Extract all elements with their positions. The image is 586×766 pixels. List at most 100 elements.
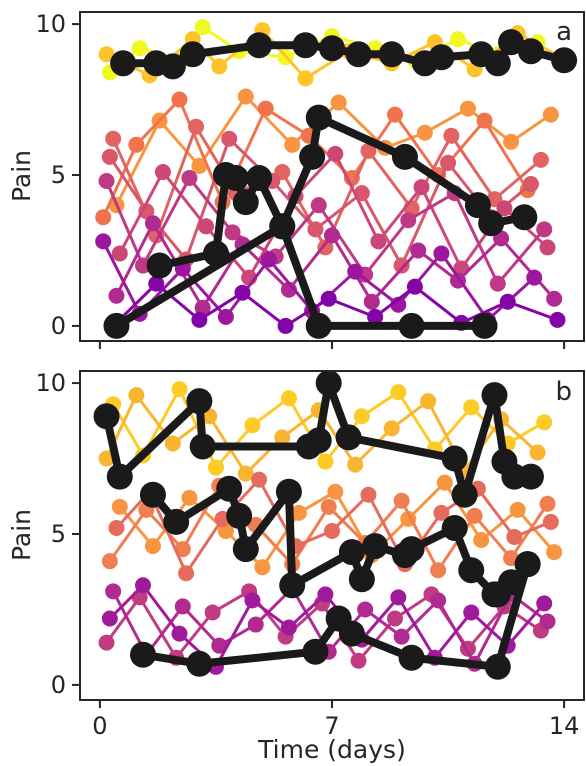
data-point bbox=[539, 495, 556, 512]
data-point bbox=[450, 31, 466, 48]
panel-label-b: b bbox=[555, 377, 572, 407]
data-point bbox=[476, 112, 493, 129]
highlight-point bbox=[305, 427, 332, 454]
data-point bbox=[237, 88, 254, 105]
data-point bbox=[317, 239, 334, 256]
data-point bbox=[261, 251, 277, 268]
data-point bbox=[546, 290, 563, 307]
highlight-point bbox=[471, 312, 498, 339]
data-point bbox=[217, 308, 234, 325]
data-point bbox=[459, 100, 476, 117]
background-series-a-6 bbox=[111, 145, 556, 286]
highlight-point bbox=[315, 371, 342, 397]
plot-area-a bbox=[95, 19, 578, 339]
data-point bbox=[406, 278, 423, 295]
data-point bbox=[174, 598, 191, 615]
data-point bbox=[284, 136, 301, 153]
data-point bbox=[178, 565, 195, 582]
highlight-point bbox=[514, 551, 541, 578]
data-point bbox=[191, 311, 208, 328]
data-point bbox=[433, 504, 450, 521]
highlight-point bbox=[106, 463, 133, 490]
data-point bbox=[317, 586, 334, 603]
highlight-point bbox=[428, 44, 455, 71]
highlight-point bbox=[398, 536, 425, 563]
highlight-point bbox=[163, 508, 190, 535]
data-point bbox=[522, 176, 539, 193]
highlight-point bbox=[511, 204, 538, 231]
y-tick-label: 0 bbox=[51, 312, 66, 340]
data-point bbox=[324, 227, 340, 244]
data-point bbox=[307, 221, 324, 238]
data-point bbox=[98, 46, 115, 63]
highlight-point bbox=[232, 189, 259, 216]
highlight-point bbox=[391, 143, 418, 170]
x-tick-label: 14 bbox=[549, 712, 580, 740]
data-point bbox=[542, 106, 559, 123]
data-point bbox=[539, 239, 556, 256]
y-axis-a: 0 5 10 bbox=[35, 10, 80, 340]
highlight-series-b-2 bbox=[130, 551, 541, 680]
data-point bbox=[191, 157, 208, 174]
data-point bbox=[327, 145, 344, 162]
data-point bbox=[148, 275, 165, 292]
highlight-point bbox=[398, 312, 425, 339]
highlight-point bbox=[348, 566, 375, 593]
data-point bbox=[244, 417, 261, 434]
highlight-point bbox=[378, 41, 405, 68]
data-point bbox=[188, 118, 205, 135]
data-point bbox=[207, 459, 224, 476]
data-point bbox=[350, 652, 367, 669]
data-point bbox=[105, 130, 122, 147]
x-axis-label-b: Time (days) bbox=[257, 735, 406, 764]
highlight-point bbox=[222, 165, 249, 192]
data-point bbox=[171, 381, 188, 398]
data-point bbox=[536, 221, 553, 238]
highlight-point bbox=[299, 143, 326, 170]
data-point bbox=[360, 486, 377, 503]
data-point bbox=[247, 616, 264, 633]
data-point bbox=[108, 519, 125, 536]
data-point bbox=[503, 133, 520, 150]
data-point bbox=[320, 498, 337, 515]
data-point bbox=[393, 492, 410, 509]
data-point bbox=[317, 453, 334, 470]
highlight-point bbox=[338, 539, 365, 566]
data-point bbox=[224, 224, 241, 241]
data-point bbox=[171, 91, 188, 108]
data-point bbox=[360, 142, 377, 159]
highlight-point bbox=[226, 502, 253, 529]
highlight-point bbox=[481, 382, 508, 409]
highlight-point bbox=[292, 32, 319, 59]
data-point bbox=[473, 532, 490, 549]
highlight-point bbox=[110, 50, 137, 77]
y-tick-label: 5 bbox=[51, 161, 66, 189]
x-tick-label: 7 bbox=[324, 712, 339, 740]
data-point bbox=[413, 179, 430, 196]
highlight-point bbox=[478, 210, 505, 237]
data-point bbox=[347, 263, 364, 280]
data-point bbox=[290, 504, 307, 521]
data-point bbox=[370, 233, 387, 250]
data-point bbox=[506, 529, 523, 546]
data-point bbox=[221, 130, 238, 147]
data-point bbox=[257, 100, 274, 117]
data-point bbox=[274, 429, 291, 446]
data-point bbox=[546, 544, 563, 561]
highlight-point bbox=[305, 104, 332, 131]
background-series-b-1 bbox=[98, 387, 546, 482]
data-point bbox=[529, 444, 546, 461]
highlight-point bbox=[338, 620, 365, 647]
data-point bbox=[254, 559, 271, 576]
y-tick-label: 0 bbox=[51, 671, 66, 699]
highlight-point bbox=[130, 641, 156, 668]
y-tick-label: 5 bbox=[51, 520, 66, 548]
data-point bbox=[536, 595, 553, 612]
data-point bbox=[310, 197, 327, 214]
highlight-point bbox=[305, 312, 332, 339]
highlight-series-b-1 bbox=[139, 475, 541, 608]
data-point bbox=[393, 628, 410, 645]
highlight-point bbox=[517, 463, 544, 490]
data-point bbox=[105, 583, 122, 600]
